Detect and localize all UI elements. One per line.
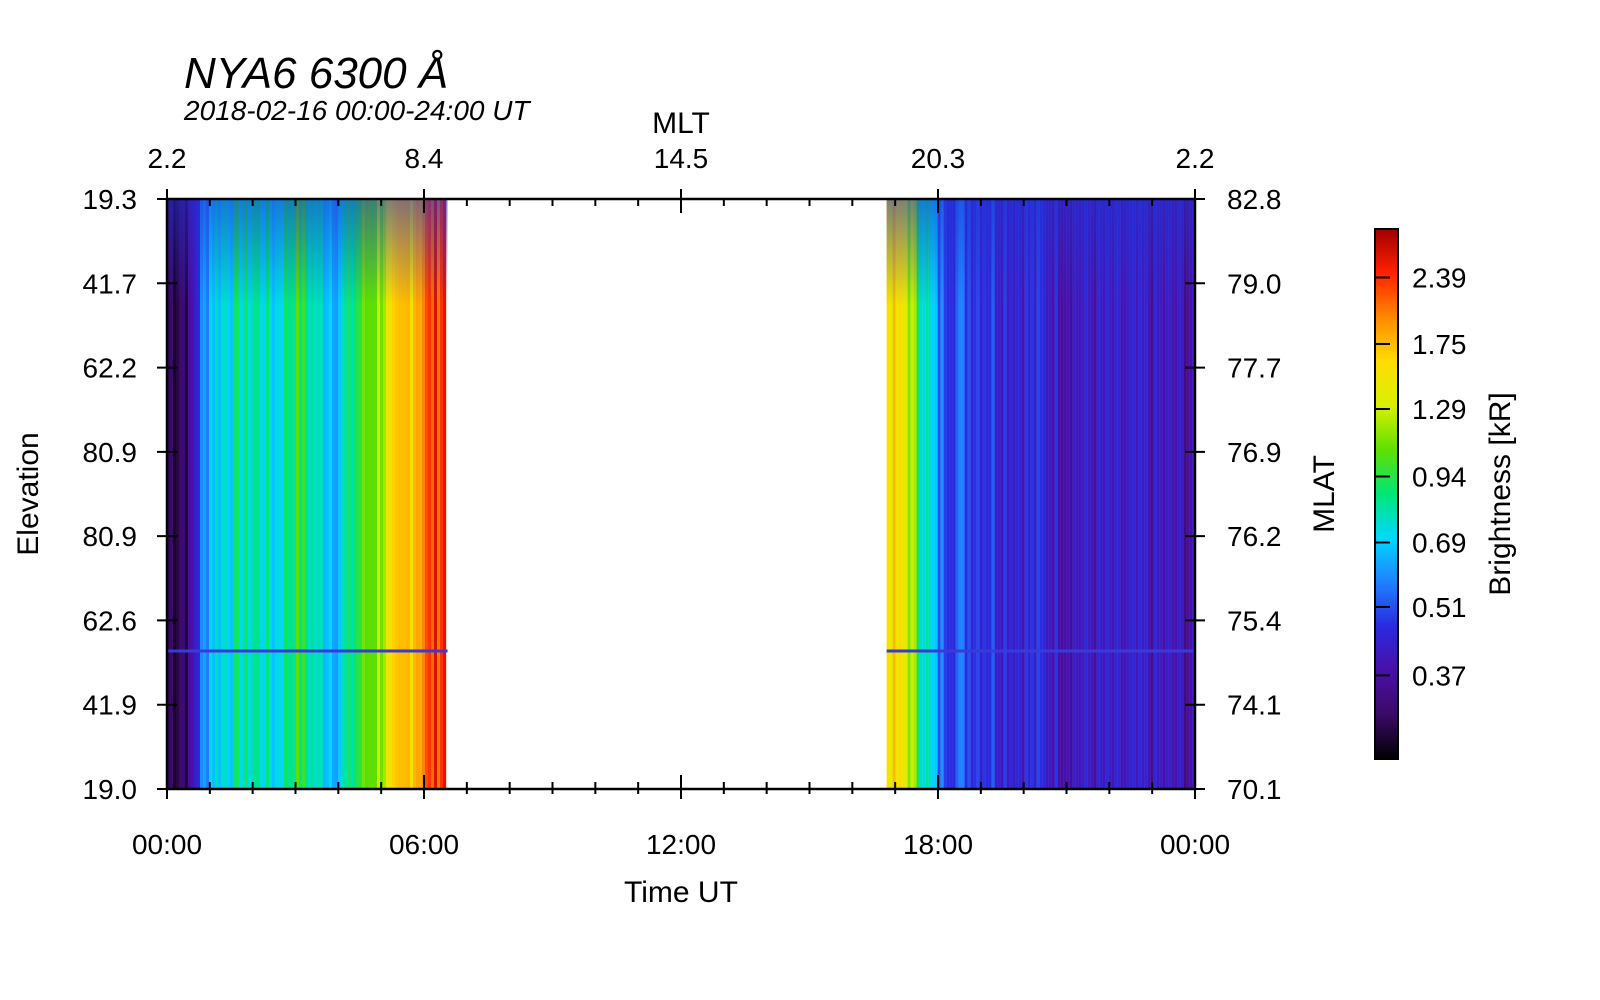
- right-axis-label: MLAT: [1308, 455, 1341, 533]
- x-tick-label: 00:00: [1160, 829, 1230, 860]
- y2-tick-label: 77.7: [1227, 353, 1282, 384]
- colorbar-label: Brightness [kR]: [1484, 392, 1517, 595]
- y-tick-label: 41.9: [83, 690, 138, 721]
- x-tick-label: 12:00: [646, 829, 716, 860]
- top-tick-label: 14.5: [654, 143, 709, 174]
- colorbar-tick-label: 0.94: [1412, 462, 1467, 493]
- top-axis-label: MLT: [652, 107, 710, 140]
- colorbar: [1374, 228, 1399, 760]
- top-tick-label: 2.2: [148, 143, 187, 174]
- y-tick-label: 19.3: [83, 184, 138, 215]
- y2-tick-label: 75.4: [1227, 605, 1282, 636]
- y-tick-label: 41.7: [83, 268, 138, 299]
- y2-tick-label: 74.1: [1227, 690, 1282, 721]
- y-tick-label: 19.0: [83, 774, 138, 805]
- colorbar-tick-label: 0.37: [1412, 660, 1467, 691]
- x-tick-label: 06:00: [389, 829, 459, 860]
- colorbar-tick-label: 0.51: [1412, 592, 1467, 623]
- x-tick-label: 00:00: [132, 829, 202, 860]
- y2-tick-label: 82.8: [1227, 184, 1282, 215]
- x-tick-label: 18:00: [903, 829, 973, 860]
- colorbar-tick-label: 1.29: [1412, 394, 1467, 425]
- x-axis-label: Time UT: [624, 876, 738, 909]
- heatmap-shading: [886, 199, 1195, 789]
- y-axis-label: Elevation: [12, 432, 45, 555]
- y2-tick-label: 76.9: [1227, 437, 1282, 468]
- chart-subtitle: 2018-02-16 00:00-24:00 UT: [183, 95, 531, 126]
- colorbar-tick-label: 2.39: [1412, 262, 1467, 293]
- y-tick-label: 62.2: [83, 353, 138, 384]
- colorbar-tick-label: 1.75: [1412, 329, 1467, 360]
- y-tick-label: 80.9: [83, 521, 138, 552]
- y-tick-label: 62.6: [83, 605, 138, 636]
- heatmap-shading: [167, 199, 448, 789]
- colorbar-tick-label: 0.69: [1412, 527, 1467, 558]
- y2-tick-label: 70.1: [1227, 774, 1282, 805]
- heatmap-image: [167, 199, 1195, 789]
- top-tick-label: 2.2: [1176, 143, 1215, 174]
- y-tick-label: 80.9: [83, 437, 138, 468]
- top-tick-label: 8.4: [405, 143, 444, 174]
- y2-tick-label: 76.2: [1227, 521, 1282, 552]
- y2-tick-label: 79.0: [1227, 268, 1282, 299]
- top-tick-label: 20.3: [911, 143, 966, 174]
- chart-title: NYA6 6300 Å: [184, 49, 448, 98]
